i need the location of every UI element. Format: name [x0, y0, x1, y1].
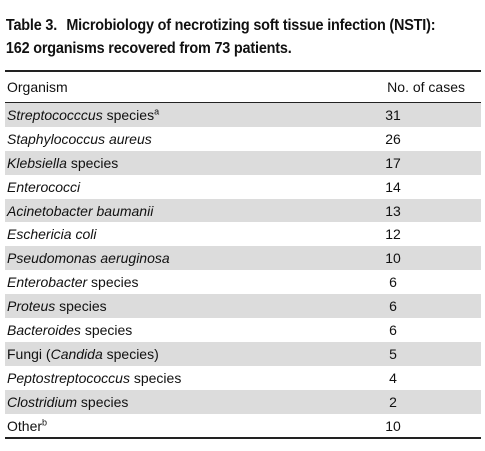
- caption-title-1: Microbiology of necrotizing soft tissue …: [66, 17, 436, 34]
- table-row: Streptococccus speciesa 31: [5, 102, 481, 127]
- organism-cell: Fungi (Candida species): [5, 341, 333, 366]
- cases-cell: 6: [333, 294, 481, 319]
- table-row: Proteus species 6: [5, 294, 481, 319]
- organism-name: Enterococci: [7, 178, 81, 195]
- table-row: Bacteroides species 6: [5, 318, 481, 342]
- organism-cell: Enterococci: [5, 175, 333, 199]
- organism-cell: Bacteroides species: [5, 318, 333, 342]
- table-row: Enterobacter species 6: [5, 270, 481, 294]
- organism-name: Peptostreptococcus: [7, 369, 130, 386]
- organism-name: Klebsiella: [7, 154, 67, 171]
- cases-cell: 2: [333, 389, 481, 414]
- organism-cell: Otherb: [5, 414, 333, 439]
- table-row: Clostridium species 2: [5, 389, 481, 414]
- cases-cell: 26: [385, 130, 401, 147]
- organism-name: Clostridium: [7, 393, 78, 410]
- organism-cell: Pseudomonas aeruginosa: [5, 246, 333, 271]
- footnote-marker: a: [154, 106, 160, 117]
- table-body: Streptococccus speciesa 31 Staphylococcus …: [5, 102, 481, 439]
- organism-text: species: [87, 274, 139, 291]
- organism-name: Enterobacter: [7, 274, 88, 291]
- organism-cell: Staphylococcus aureus: [5, 127, 333, 151]
- table-label: Table 3.: [5, 17, 58, 34]
- table-row: Klebsiella species 17: [5, 150, 481, 175]
- cases-cell: 10: [333, 246, 481, 271]
- cases-cell: 5: [333, 341, 481, 366]
- top-rule: [5, 70, 481, 72]
- organism-name: Streptococccus: [7, 106, 103, 123]
- column-header-cases: No. of cases: [387, 79, 465, 95]
- table-row: Acinetobacter baumanii 13: [5, 198, 481, 223]
- cases-cell: 6: [389, 274, 397, 291]
- cases-cell: 12: [385, 226, 401, 243]
- organism-name: Eschericia coli: [7, 226, 97, 243]
- organism-name: Pseudomonas aeruginosa: [7, 250, 170, 267]
- organism-text: Other: [7, 417, 43, 434]
- cases-cell: 13: [333, 198, 481, 223]
- table-row: Pseudomonas aeruginosa 10: [5, 246, 481, 271]
- organism-cell: Eschericia coli: [5, 222, 333, 246]
- organism-name: Proteus: [7, 298, 56, 315]
- cases-cell: 6: [389, 321, 397, 338]
- table-row: Staphylococcus aureus 26: [5, 127, 481, 151]
- table-container: Table 3. Microbiology of necrotizing soft…: [5, 14, 481, 439]
- cases-cell: 17: [333, 150, 481, 175]
- organism-cell: Enterobacter species: [5, 270, 333, 294]
- organism-table: Organism No. of cases Streptococccus spe…: [5, 72, 481, 439]
- organism-text: species): [102, 345, 159, 362]
- cases-cell: 10: [385, 417, 401, 434]
- organism-text: species: [80, 321, 133, 338]
- caption-line-2: 162 organisms recovered from 73 patients…: [5, 40, 292, 57]
- organism-cell: Peptostreptococcus species: [5, 366, 333, 390]
- table-row: Otherb 10: [5, 414, 481, 439]
- cases-cell: 4: [389, 369, 397, 386]
- organism-text: species: [102, 106, 155, 123]
- organism-text: species: [129, 369, 182, 386]
- table-row: Enterococci 14: [5, 175, 481, 199]
- organism-cell: Streptococccus speciesa: [5, 102, 333, 127]
- table-caption: Table 3. Microbiology of necrotizing soft…: [5, 14, 480, 60]
- header-row: Organism No. of cases: [5, 72, 481, 103]
- cases-cell: 31: [333, 102, 481, 127]
- table-row: Peptostreptococcus species 4: [5, 366, 481, 390]
- organism-text: species: [55, 298, 107, 315]
- caption-line-1: Table 3. Microbiology of necrotizing soft…: [6, 14, 480, 37]
- cases-cell: 14: [385, 178, 401, 195]
- organism-text: Fungi (: [7, 345, 51, 362]
- organism-cell: Clostridium species: [5, 389, 333, 414]
- organism-name: Bacteroides: [7, 321, 81, 338]
- organism-text: species: [77, 393, 129, 410]
- organism-name: Candida: [50, 345, 103, 362]
- organism-name: Acinetobacter baumanii: [7, 202, 154, 219]
- footnote-marker: b: [42, 416, 48, 427]
- table-row: Fungi (Candida species) 5: [5, 341, 481, 366]
- table-row: Eschericia coli 12: [5, 222, 481, 246]
- organism-cell: Acinetobacter baumanii: [5, 198, 333, 223]
- organism-cell: Klebsiella species: [5, 150, 333, 175]
- organism-cell: Proteus species: [5, 294, 333, 319]
- organism-text: species: [66, 154, 119, 171]
- column-header-organism: Organism: [7, 79, 68, 95]
- organism-name: Staphylococcus aureus: [7, 130, 152, 147]
